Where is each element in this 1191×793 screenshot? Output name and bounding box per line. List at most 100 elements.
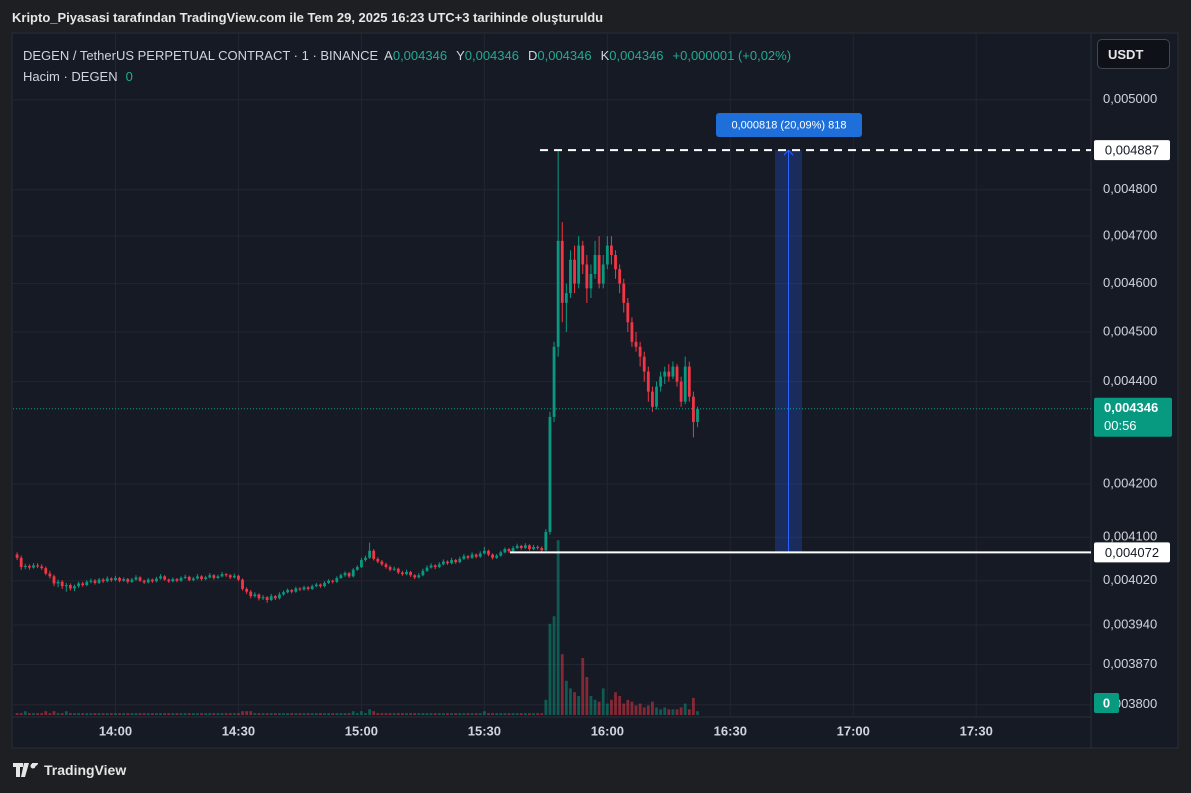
candle-body [478,553,482,557]
volume-bar [253,713,257,715]
volume-bar [327,713,331,715]
candle-body [241,579,244,589]
y-tick-label: 0,005000 [1103,91,1157,106]
volume-bar [60,713,64,715]
candle-body [610,245,613,255]
volume-bar [388,713,392,715]
candle-body [286,590,290,593]
candle-body [73,586,76,589]
volume-bar [171,713,175,715]
candle-body [85,581,89,586]
candle-body [48,573,52,577]
volume-bar [15,713,19,715]
brand-logo [13,763,38,777]
overlay-layer: 0,005000 0,004800 0,004700 0,004600 0,004500… [13,91,1172,738]
candle-body [405,571,408,575]
volume-bar [536,713,540,715]
candle-body [232,575,236,578]
candle-body [667,371,671,377]
candle-body [368,550,372,558]
candle-body [105,578,109,582]
volume-bar [454,713,458,715]
volume-bar [560,654,564,715]
candle-body [245,588,249,592]
volume-bar [400,713,404,715]
volume-bar [515,713,519,715]
candle-body [569,259,572,294]
volume-bar [163,713,167,715]
volume-bar [646,705,650,715]
candle-body [142,580,146,583]
volume-bar [159,713,162,715]
candle-body [204,577,208,580]
candle-body [634,341,638,347]
symbol: DEGEN / TetherUS PERPETUAL CONTRACT · 1 … [23,48,379,63]
volume-bar [585,677,589,715]
brand-name: TradingView [44,762,127,778]
candle-body [314,584,318,587]
candle-body [159,576,162,579]
volume-bar [200,713,203,715]
volume-bar [290,713,294,715]
volume-bar [610,699,613,715]
y-tick-label: 0,004800 [1103,181,1157,196]
candle-body [413,575,417,578]
volume-bar [335,713,339,715]
candle-body [355,567,359,570]
y-tick-label: 0,004020 [1103,572,1157,587]
candle-body [400,572,404,575]
volume-bar [228,713,232,715]
candle-body [433,565,437,568]
volume-bar [134,713,138,715]
volume-tag: 0 [1103,695,1110,710]
current-price-label: 0,004346 [1104,400,1158,415]
currency-button[interactable]: USDT [1097,39,1170,69]
candle-body [282,592,285,595]
candle-body [540,548,544,551]
volume-bar [405,713,408,715]
measure-label-box [716,113,862,137]
candle-body [495,555,499,558]
volume-bar [101,713,105,715]
candle-body [536,546,540,549]
volume-bar [286,713,290,715]
volume-bar [343,713,347,715]
ohlc-key: Y [456,48,465,63]
volume-bar [651,701,654,715]
volume-bar [409,713,412,715]
candle-body [138,577,142,581]
x-tick-label: 14:30 [222,723,255,738]
candle-body [376,558,380,562]
volume-bar [482,711,486,715]
candle-body [601,264,605,284]
candle-body [380,561,384,565]
volume-bar [48,713,52,715]
volume-bar [314,713,318,715]
volume-bar [437,713,441,715]
volume-bar [655,707,658,715]
candle-body [519,545,523,549]
volume-bar [138,713,142,715]
candle-body [503,549,507,553]
ohlc-value: 0,004346 [537,48,592,63]
volume-bar [462,713,466,715]
candle-body [323,582,326,587]
candle-body [630,322,634,342]
candle-body [429,565,433,568]
volume-bar [478,713,482,715]
volume-bar [114,713,117,715]
volume-bar [278,713,281,715]
volume-bar [142,713,146,715]
y-tick-label: 0,004700 [1103,228,1157,243]
volume-bar [360,711,363,715]
candle-body [273,596,277,599]
caption: Kripto_Piyasasi tarafından TradingView.c… [12,10,604,25]
current-price-box [1094,397,1172,437]
candle-body [19,557,23,568]
volume-bar [81,713,85,715]
volume-bar [413,713,417,715]
volume-bar [495,713,499,715]
candle-body [396,568,400,573]
volume-bar [372,711,376,715]
